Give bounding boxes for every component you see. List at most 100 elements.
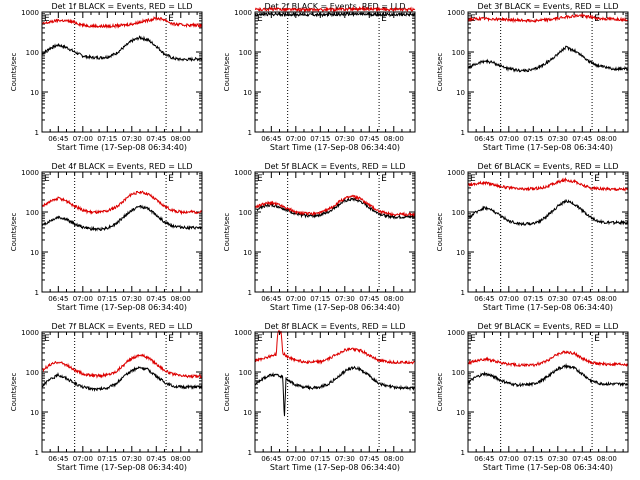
series-events-line bbox=[41, 366, 203, 392]
x-axis-label: Start Time (17-Sep-08 06:34:40) bbox=[483, 463, 613, 472]
x-tick-label: 07:00 bbox=[499, 295, 519, 303]
series-lld-line bbox=[467, 176, 629, 192]
e-marker: E bbox=[470, 334, 476, 344]
x-axis-label: Start Time (17-Sep-08 06:34:40) bbox=[57, 143, 187, 152]
e-marker: E bbox=[594, 174, 600, 184]
x-tick-label: 07:15 bbox=[97, 135, 117, 143]
y-tick-label: 1 bbox=[461, 289, 465, 297]
y-axis-label: Counts/sec bbox=[10, 53, 18, 92]
series-events-line bbox=[254, 197, 416, 220]
y-tick-label: 1 bbox=[35, 129, 39, 137]
y-tick-label: 10 bbox=[30, 249, 39, 257]
y-tick-label: 1 bbox=[248, 129, 252, 137]
y-tick-label: 1 bbox=[35, 449, 39, 457]
plot-frame bbox=[41, 331, 203, 453]
x-tick-label: 06:45 bbox=[261, 455, 281, 463]
y-tick-label: 1 bbox=[248, 449, 252, 457]
x-tick-label: 06:45 bbox=[474, 455, 494, 463]
x-tick-label: 07:30 bbox=[335, 295, 355, 303]
e-marker: E bbox=[381, 174, 387, 184]
y-tick-label: 10 bbox=[243, 249, 252, 257]
panel-title: Det 9f BLACK = Events, RED = LLD bbox=[477, 322, 618, 331]
x-tick-label: 07:00 bbox=[499, 135, 519, 143]
x-tick-label: 07:30 bbox=[548, 295, 568, 303]
series-events-line bbox=[254, 365, 416, 417]
panel-title: Det 6f BLACK = Events, RED = LLD bbox=[477, 162, 618, 171]
x-tick-label: 08:00 bbox=[384, 455, 404, 463]
y-tick-label: 10 bbox=[30, 89, 39, 97]
e-marker: E bbox=[168, 14, 174, 24]
y-tick-label: 1 bbox=[461, 129, 465, 137]
x-tick-label: 07:45 bbox=[572, 135, 592, 143]
x-tick-label: 08:00 bbox=[597, 135, 617, 143]
x-axis-label: Start Time (17-Sep-08 06:34:40) bbox=[57, 303, 187, 312]
series-events-line bbox=[467, 199, 629, 227]
x-tick-label: 06:45 bbox=[474, 135, 494, 143]
x-tick-label: 07:15 bbox=[97, 455, 117, 463]
series-events-line bbox=[254, 11, 416, 18]
panel-title: Det 5f BLACK = Events, RED = LLD bbox=[264, 162, 405, 171]
x-tick-label: 07:30 bbox=[548, 135, 568, 143]
plot-frame bbox=[254, 171, 416, 293]
x-tick-label: 07:30 bbox=[548, 455, 568, 463]
y-tick-label: 100 bbox=[239, 49, 252, 57]
x-tick-label: 07:00 bbox=[73, 135, 93, 143]
y-tick-label: 1000 bbox=[234, 329, 252, 337]
x-tick-label: 07:15 bbox=[523, 295, 543, 303]
plot-frame bbox=[467, 11, 629, 133]
x-tick-label: 07:00 bbox=[286, 135, 306, 143]
y-tick-label: 100 bbox=[26, 49, 39, 57]
y-tick-label: 1 bbox=[248, 289, 252, 297]
x-tick-label: 07:30 bbox=[122, 295, 142, 303]
y-axis-label: Counts/sec bbox=[10, 373, 18, 412]
plot-frame bbox=[41, 11, 203, 133]
e-marker: E bbox=[257, 14, 263, 24]
x-tick-label: 06:45 bbox=[48, 135, 68, 143]
x-tick-label: 07:45 bbox=[572, 295, 592, 303]
y-tick-label: 1000 bbox=[447, 169, 465, 177]
x-tick-label: 06:45 bbox=[474, 295, 494, 303]
x-axis-label: Start Time (17-Sep-08 06:34:40) bbox=[270, 463, 400, 472]
e-marker: E bbox=[168, 174, 174, 184]
x-tick-label: 07:30 bbox=[335, 135, 355, 143]
x-axis-label: Start Time (17-Sep-08 06:34:40) bbox=[57, 463, 187, 472]
x-tick-label: 07:45 bbox=[359, 135, 379, 143]
x-tick-label: 08:00 bbox=[171, 455, 191, 463]
x-tick-label: 06:45 bbox=[48, 455, 68, 463]
panel-title: Det 4f BLACK = Events, RED = LLD bbox=[51, 162, 192, 171]
x-tick-label: 07:15 bbox=[523, 455, 543, 463]
series-lld-line bbox=[41, 15, 203, 29]
x-tick-label: 07:00 bbox=[73, 295, 93, 303]
y-tick-label: 1000 bbox=[21, 169, 39, 177]
plot-frame bbox=[41, 171, 203, 293]
y-axis-label: Counts/sec bbox=[223, 53, 231, 92]
x-tick-label: 07:45 bbox=[359, 295, 379, 303]
x-tick-label: 07:45 bbox=[572, 455, 592, 463]
panel-title: Det 1f BLACK = Events, RED = LLD bbox=[51, 2, 192, 11]
series-lld-line bbox=[467, 12, 629, 24]
x-tick-label: 07:45 bbox=[146, 455, 166, 463]
y-tick-label: 1000 bbox=[447, 329, 465, 337]
x-axis-label: Start Time (17-Sep-08 06:34:40) bbox=[483, 303, 613, 312]
y-tick-label: 100 bbox=[239, 209, 252, 217]
panel-title: Det 8f BLACK = Events, RED = LLD bbox=[264, 322, 405, 331]
y-tick-label: 10 bbox=[30, 409, 39, 417]
y-tick-label: 100 bbox=[452, 209, 465, 217]
y-tick-label: 100 bbox=[26, 369, 39, 377]
series-lld-line bbox=[254, 5, 416, 13]
x-tick-label: 08:00 bbox=[171, 135, 191, 143]
plot-frame bbox=[254, 11, 416, 133]
x-tick-label: 07:30 bbox=[335, 455, 355, 463]
x-tick-label: 08:00 bbox=[597, 455, 617, 463]
y-tick-label: 1 bbox=[35, 289, 39, 297]
x-tick-label: 07:30 bbox=[122, 455, 142, 463]
series-lld-line bbox=[41, 353, 203, 379]
x-tick-label: 07:15 bbox=[523, 135, 543, 143]
x-tick-label: 08:00 bbox=[171, 295, 191, 303]
series-events-line bbox=[467, 45, 629, 73]
plot-frame bbox=[467, 171, 629, 293]
plot-frame bbox=[467, 331, 629, 453]
y-tick-label: 1000 bbox=[234, 9, 252, 17]
series-lld-line bbox=[254, 329, 416, 365]
